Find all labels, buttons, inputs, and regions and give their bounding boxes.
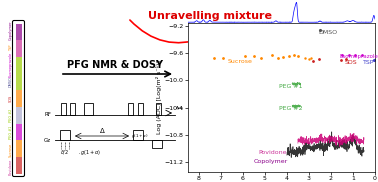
Bar bbox=[60, 130, 70, 140]
Text: Povidone: Povidone bbox=[258, 150, 287, 155]
Text: Unravelling mixture: Unravelling mixture bbox=[148, 11, 272, 21]
Y-axis label: Log (ADC) [Log(m² s⁻¹)]: Log (ADC) [Log(m² s⁻¹)] bbox=[156, 60, 162, 134]
Bar bbox=[15, 74, 22, 90]
Text: PEG #1: PEG #1 bbox=[279, 84, 303, 89]
Text: $.g(1+\alpha)$: $.g(1+\alpha)$ bbox=[78, 148, 102, 157]
Bar bbox=[15, 140, 22, 157]
Bar bbox=[15, 40, 22, 57]
Bar bbox=[15, 57, 22, 74]
Bar bbox=[15, 124, 22, 140]
Bar bbox=[155, 103, 161, 115]
Text: PEG #1: PEG #1 bbox=[9, 126, 13, 139]
Text: PEG #2: PEG #2 bbox=[9, 109, 13, 122]
Text: PFG NMR & DOSY: PFG NMR & DOSY bbox=[67, 60, 163, 70]
Text: DMSO: DMSO bbox=[319, 30, 338, 35]
Text: Esomeprazole: Esomeprazole bbox=[9, 52, 13, 77]
Bar bbox=[15, 107, 22, 124]
Bar bbox=[15, 23, 22, 40]
Bar bbox=[138, 103, 143, 115]
Text: $g(1+\alpha)$: $g(1+\alpha)$ bbox=[131, 132, 149, 140]
Text: TSP: TSP bbox=[363, 60, 374, 65]
Text: $\delta/2$: $\delta/2$ bbox=[60, 149, 70, 157]
Text: Esomeprazole: Esomeprazole bbox=[340, 54, 378, 59]
Text: Sucrose: Sucrose bbox=[228, 59, 253, 64]
Text: Gz: Gz bbox=[44, 137, 51, 143]
Bar bbox=[15, 90, 22, 107]
Text: $\Delta$: $\Delta$ bbox=[99, 126, 105, 135]
Text: SDS: SDS bbox=[344, 60, 357, 65]
Bar bbox=[133, 130, 143, 140]
Bar bbox=[84, 103, 93, 115]
Bar bbox=[15, 157, 22, 173]
FancyBboxPatch shape bbox=[12, 21, 25, 177]
Text: Copolymer: Copolymer bbox=[9, 21, 13, 40]
Bar bbox=[70, 103, 74, 115]
Bar bbox=[60, 103, 65, 115]
Text: SDS: SDS bbox=[9, 95, 13, 102]
Text: DMSO: DMSO bbox=[9, 76, 13, 87]
Text: Sucrose: Sucrose bbox=[9, 143, 13, 157]
Text: TSP: TSP bbox=[9, 44, 13, 51]
Text: Povidone: Povidone bbox=[9, 158, 13, 175]
Text: Copolymer: Copolymer bbox=[254, 159, 288, 164]
Bar bbox=[127, 103, 133, 115]
Text: RF: RF bbox=[44, 112, 51, 118]
Bar bbox=[152, 140, 162, 148]
Text: PEG #2: PEG #2 bbox=[279, 106, 303, 111]
Text: Acq: Acq bbox=[176, 106, 184, 110]
